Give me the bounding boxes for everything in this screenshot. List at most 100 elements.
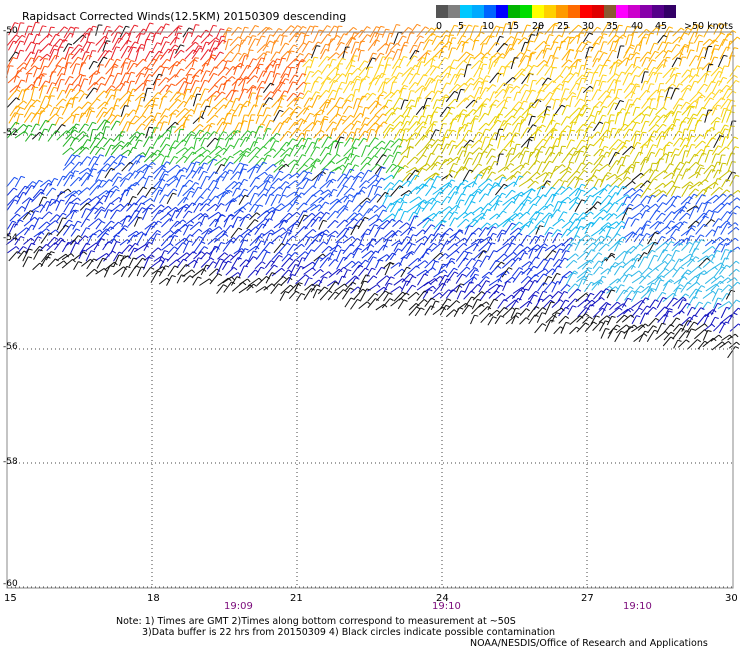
wind-barb-feather (733, 74, 738, 78)
wind-barb-feather (364, 216, 369, 220)
wind-barb-feather (48, 232, 53, 235)
wind-barb-feather (165, 108, 170, 111)
wind-barb-feather (622, 202, 627, 206)
wind-barb (598, 146, 605, 157)
wind-barb (621, 140, 627, 149)
wind-barb (641, 57, 647, 67)
wind-barbs-layer (5, 21, 740, 359)
wind-barb (496, 218, 509, 228)
wind-barb (488, 194, 499, 205)
wind-barb (55, 212, 64, 223)
wind-barb (14, 206, 23, 215)
wind-barb (23, 112, 32, 123)
wind-barb-feather (656, 230, 661, 234)
wind-barb-feather (544, 64, 549, 67)
wind-barb (89, 179, 100, 190)
wind-barb-feather (701, 194, 706, 197)
wind-barb (505, 147, 513, 158)
wind-barb-feather (134, 24, 139, 27)
wind-barb (496, 229, 503, 238)
wind-barb (303, 66, 308, 77)
wind-barb-feather (13, 187, 18, 191)
wind-barb (663, 42, 669, 52)
wind-barb-feather (115, 185, 120, 189)
wind-barb (222, 122, 228, 132)
wind-barb-feather (243, 178, 248, 182)
wind-barb (329, 73, 339, 84)
wind-barb-feather (308, 178, 313, 182)
wind-barb-feather (400, 114, 405, 118)
wind-barb-feather (193, 49, 197, 53)
wind-barb-feather (527, 246, 531, 250)
wind-barb (56, 66, 64, 77)
wind-barb-feather (182, 58, 187, 62)
wind-barb (536, 24, 541, 37)
wind-barb-feather (17, 70, 22, 72)
wind-barb-feather (216, 90, 221, 94)
wind-barb-feather (254, 203, 259, 207)
wind-barb-feather (561, 243, 566, 247)
wind-barb-feather (630, 53, 635, 56)
wind-barb-feather (607, 184, 612, 187)
wind-barb-feather (254, 166, 259, 169)
wind-barb (517, 146, 526, 159)
wind-barb-feather (521, 202, 526, 206)
wind-barb-feather (173, 156, 178, 159)
wind-barb-feather (545, 44, 551, 47)
wind-barb-feather (136, 131, 141, 135)
wind-barb-feather (389, 123, 394, 127)
wind-barb-feather (195, 161, 201, 164)
wind-barb (49, 45, 55, 55)
wind-barb-feather (600, 138, 605, 142)
wind-barb (174, 224, 186, 235)
wind-barb-feather (478, 147, 483, 151)
wind-barb-feather (618, 24, 623, 27)
wind-barb (421, 177, 431, 189)
wind-barb (496, 243, 509, 253)
wind-barb (423, 172, 436, 182)
wind-barb (654, 72, 659, 83)
wind-barb (207, 123, 212, 133)
wind-barb-feather (213, 171, 219, 174)
wind-barb (102, 220, 112, 231)
wind-barb-feather (621, 71, 626, 74)
wind-barb-feather (527, 127, 532, 130)
wind-barb-feather (329, 179, 334, 184)
wind-barb (510, 170, 518, 180)
wind-barb (624, 91, 633, 99)
wind-barb-feather (191, 146, 195, 150)
wind-barb-feather (263, 193, 268, 197)
wind-barb-feather (225, 170, 229, 175)
wind-barb (575, 41, 583, 52)
wind-barb-feather (456, 205, 461, 209)
wind-barb-feather (323, 118, 329, 121)
wind-barb-feather (124, 225, 129, 228)
wind-barb (329, 198, 338, 205)
wind-barb-feather (189, 179, 194, 183)
wind-barb-feather (106, 40, 111, 42)
wind-barb-feather (463, 82, 468, 86)
wind-barb-feather (325, 78, 331, 81)
wind-barb (568, 196, 578, 204)
wind-barb-feather (429, 218, 434, 222)
wind-barb-feather (734, 237, 739, 242)
wind-barb (145, 127, 150, 139)
wind-barb (345, 131, 352, 141)
wind-barb-feather (252, 35, 257, 37)
wind-barb (710, 187, 720, 196)
wind-barb (200, 137, 206, 147)
wind-barb (593, 148, 601, 157)
wind-barb (240, 233, 248, 243)
wind-barb-feather (449, 173, 453, 178)
wind-barb (295, 61, 301, 75)
wind-barb-feather (451, 47, 456, 49)
wind-barb-feather (68, 219, 73, 223)
wind-barb-feather (195, 80, 200, 82)
wind-barb-feather (81, 112, 86, 115)
wind-barb (536, 161, 543, 173)
wind-barb (697, 47, 704, 61)
wind-barb-feather (695, 55, 700, 58)
wind-barb (376, 209, 384, 222)
wind-barb (455, 199, 461, 212)
wind-barb-feather (257, 137, 262, 139)
